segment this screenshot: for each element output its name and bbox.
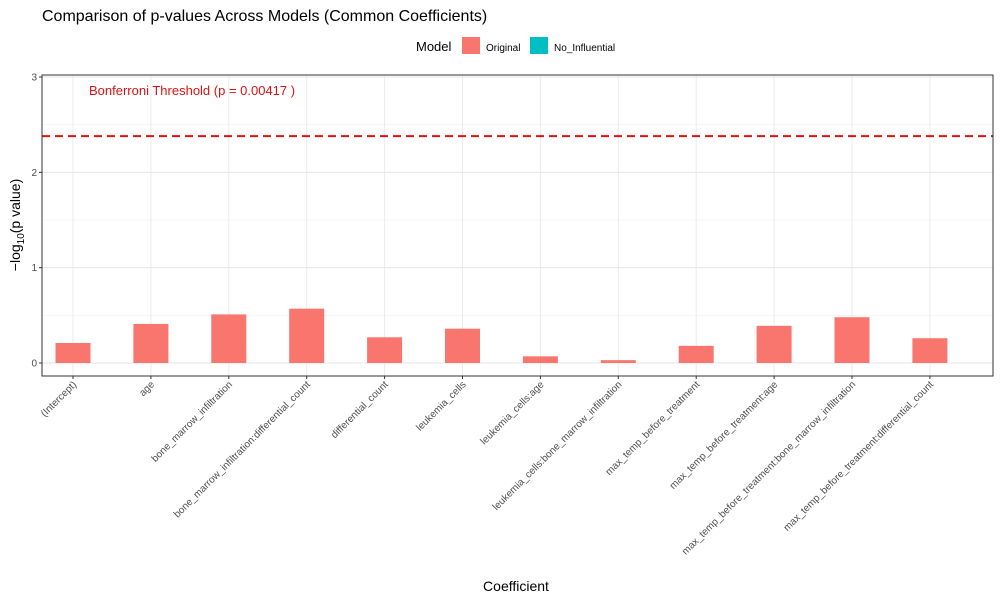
x-tick-label: max_temp_before_treatment:differential_c… <box>782 379 936 533</box>
x-axis: (Intercept) agebone_marrow_infiltrationbo… <box>39 376 936 557</box>
y-axis: 0 1 2 3 <box>31 73 42 370</box>
bar <box>834 317 870 363</box>
y-axis-label-sub: 10 <box>16 233 27 245</box>
y-tick-label: 3 <box>31 73 37 84</box>
x-tick-label: (Intercept) <box>39 379 79 419</box>
legend-key-original <box>462 37 480 54</box>
y-tick-label: 0 <box>31 359 37 370</box>
bar <box>289 308 325 363</box>
y-axis-label-main: −log <box>7 244 23 271</box>
bar <box>445 328 480 363</box>
legend-label-original: Original <box>486 43 520 54</box>
legend-key-no-influential <box>530 37 548 54</box>
y-axis-label-tail: (p value) <box>7 179 23 233</box>
x-tick-label: bone_marrow_infiltration:differential_co… <box>172 379 313 520</box>
threshold: Bonferroni Threshold (p = 0.00417 ) <box>42 83 993 138</box>
legend: Model Original No_Influential <box>416 37 615 54</box>
bar <box>55 342 91 363</box>
bars <box>55 308 948 363</box>
legend-title: Model <box>416 39 452 54</box>
x-tick-label: max_temp_before_treatment:bone_marrow_in… <box>680 379 858 557</box>
bar <box>522 356 558 363</box>
threshold-label: Bonferroni Threshold (p = 0.00417 ) <box>89 83 295 98</box>
y-tick-label: 2 <box>31 168 37 179</box>
x-tick-label: differential_count <box>329 379 391 441</box>
x-tick-label: age <box>137 379 157 399</box>
y-axis-label: −log10(p value) <box>7 179 27 271</box>
bar <box>133 323 169 363</box>
x-tick-label: leukemia_cells <box>414 379 468 433</box>
bar <box>912 338 948 363</box>
chart-title: Comparison of p-values Across Models (Co… <box>42 8 487 25</box>
legend-label-no-influential: No_Influential <box>554 43 615 54</box>
bar <box>211 314 247 363</box>
bar <box>600 360 636 363</box>
bar <box>678 345 714 363</box>
x-tick-label: bone_marrow_infiltration <box>150 379 235 464</box>
bar <box>756 325 792 363</box>
x-tick-label: leukemia_cells:bone_marrow_infiltration <box>491 379 625 513</box>
bar <box>367 337 403 363</box>
x-axis-label: Coefficient <box>483 578 549 594</box>
plot-panel-border <box>41 74 994 377</box>
y-tick-label: 1 <box>31 263 37 274</box>
grid <box>42 75 993 376</box>
x-tick-label: leukemia_cells:age <box>479 379 547 447</box>
